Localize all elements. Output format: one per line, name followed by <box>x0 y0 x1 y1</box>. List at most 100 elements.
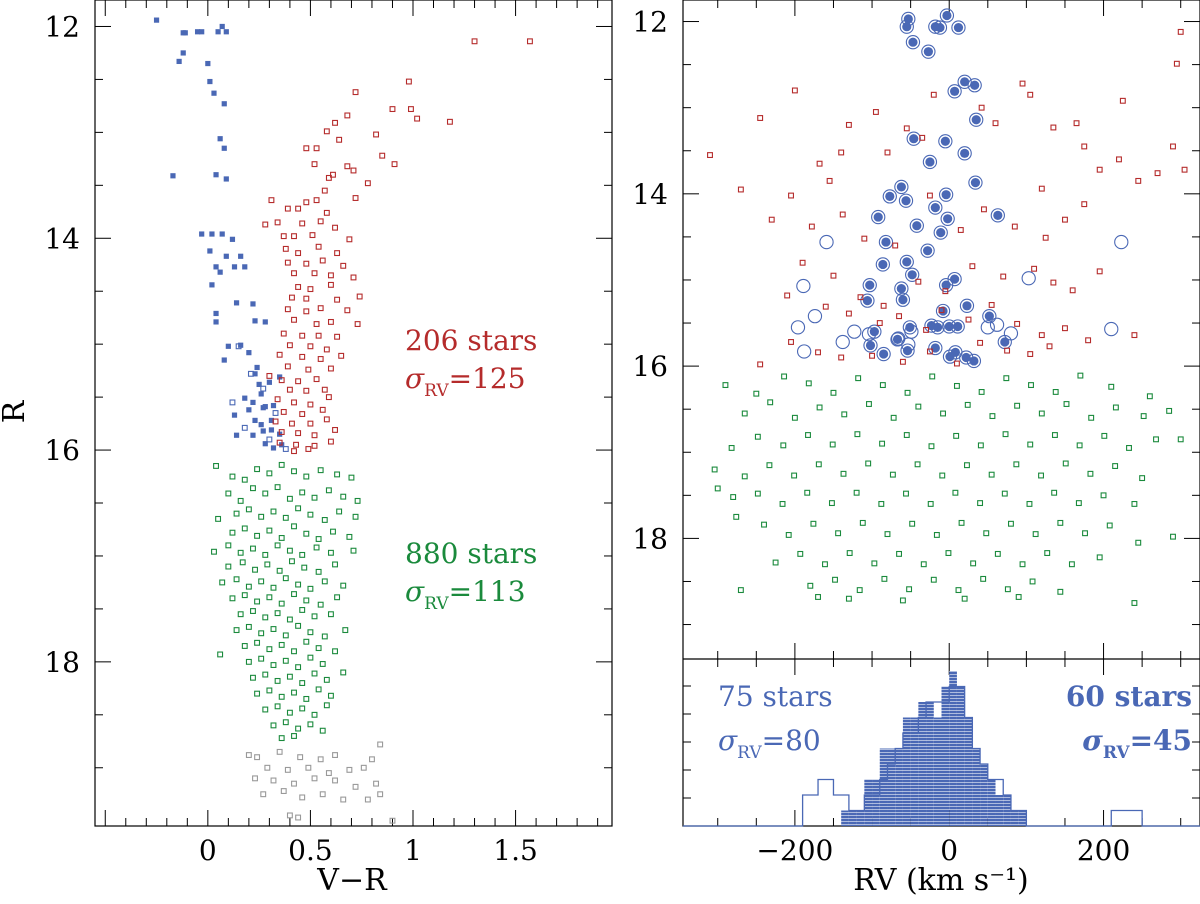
cmd-data-point <box>303 295 310 302</box>
cmd-data-point <box>340 493 347 500</box>
cmd-data-point <box>334 250 341 257</box>
rv-data-point <box>1069 287 1076 294</box>
rv-data-point <box>1004 347 1011 354</box>
rv-member-point <box>873 212 883 222</box>
cmd-data-point <box>321 187 328 194</box>
cmd-data-point <box>315 568 322 575</box>
rv-candidate-point <box>1114 234 1129 250</box>
cmd-data-point <box>295 664 302 671</box>
cmd-data-point <box>330 171 336 178</box>
rv-data-point <box>879 382 886 389</box>
cmd-data-point <box>332 224 338 231</box>
cmd-annotations: 206 stars σRV=125 880 stars σRV=113 <box>405 324 537 614</box>
rv-data-point <box>1154 170 1161 177</box>
cmd-data-point <box>258 391 264 397</box>
cmd-data-point <box>303 695 310 702</box>
cmd-data-point <box>303 530 310 537</box>
cmd-data-point <box>276 351 283 358</box>
hist-bar-filled <box>895 748 903 826</box>
cmd-data-point <box>323 346 330 353</box>
rv-member-ring <box>950 319 965 334</box>
rv-data-point <box>1087 470 1094 477</box>
rv-data-point <box>1019 561 1026 568</box>
rv-data-point <box>1082 530 1088 537</box>
rv-member-point <box>902 22 912 32</box>
rv-data-point <box>878 500 885 507</box>
hist-bar-filled <box>872 779 880 826</box>
cmd-x-tick-label: 1.5 <box>493 834 538 867</box>
rv-data-point <box>977 442 984 449</box>
rv-data-point <box>1062 460 1069 467</box>
cmd-data-point <box>289 420 295 427</box>
cmd-data-point <box>245 623 252 630</box>
cmd-data-point <box>278 429 285 436</box>
rv-data-point <box>1026 500 1033 507</box>
cmd-data-point <box>303 473 310 480</box>
rv-x-tick-label: −200 <box>756 834 833 867</box>
cmd-data-point <box>282 446 289 452</box>
rv-candidate-point <box>904 324 919 339</box>
rv-data-point <box>784 292 791 299</box>
rv-data-point <box>1038 332 1045 339</box>
cmd-data-point <box>330 528 336 535</box>
rv-data-point <box>826 177 833 184</box>
rv-data-point <box>903 125 910 132</box>
rv-data-point <box>1062 216 1068 223</box>
cmd-data-point <box>307 654 314 661</box>
rv-member-point <box>950 86 960 96</box>
cmd-data-point <box>260 791 267 798</box>
cmd-data-point <box>289 558 295 565</box>
rv-member-ring <box>905 35 921 50</box>
hist-bar-filled <box>1018 810 1027 826</box>
cmd-data-point <box>346 766 353 773</box>
rv-data-point <box>845 595 852 602</box>
cmd-data-point <box>274 610 281 617</box>
rv-data-point <box>876 320 883 326</box>
rv-data-point <box>1088 414 1095 421</box>
cmd-data-point <box>405 78 412 85</box>
rv-member-point <box>907 270 917 280</box>
cmd-data-point <box>327 365 334 372</box>
cmd-data-point <box>317 467 324 474</box>
cmd-data-point <box>262 319 268 325</box>
rv-data-point <box>1038 410 1045 417</box>
rv-y-tick-label: 18 <box>632 522 668 555</box>
cmd-data-point <box>286 616 293 623</box>
rv-data-point <box>1000 273 1007 280</box>
rv-data-point <box>1112 463 1119 469</box>
cmd-data-point <box>276 439 283 446</box>
rv-data-point <box>914 461 921 468</box>
rv-data-point <box>845 310 852 317</box>
cmd-data-point <box>180 50 186 56</box>
rv-data-point <box>781 373 788 380</box>
rv-data-point <box>1038 472 1044 479</box>
rv-member-point <box>878 259 888 270</box>
rv-data-point <box>767 399 774 406</box>
rv-data-point <box>807 582 814 589</box>
rv-data-point <box>822 561 828 568</box>
rv-data-point <box>728 444 735 451</box>
rv-member-point <box>960 148 970 158</box>
cmd-data-point <box>295 378 302 385</box>
cmd-points <box>153 17 533 824</box>
cmd-data-point <box>274 484 281 491</box>
rv-member-ring <box>899 254 914 270</box>
cmd-data-point <box>305 366 312 373</box>
rv-data-point <box>1076 442 1083 449</box>
rv-data-point <box>890 414 897 421</box>
rv-member-ring <box>921 44 936 59</box>
cmd-data-point <box>221 101 227 107</box>
rv-member-ring <box>957 146 972 161</box>
cmd-data-point <box>323 209 330 216</box>
rv-data-point <box>761 521 767 528</box>
cmd-data-point <box>346 236 353 243</box>
rv-member-ring <box>922 154 938 170</box>
rv-data-point <box>1002 431 1009 438</box>
rv-candidate-point <box>861 327 877 342</box>
cmd-data-point <box>276 567 283 574</box>
hist-bar-filled <box>902 717 911 826</box>
rv-data-point <box>964 401 971 408</box>
cmd-data-point <box>379 152 386 159</box>
cmd-data-point <box>332 648 338 655</box>
